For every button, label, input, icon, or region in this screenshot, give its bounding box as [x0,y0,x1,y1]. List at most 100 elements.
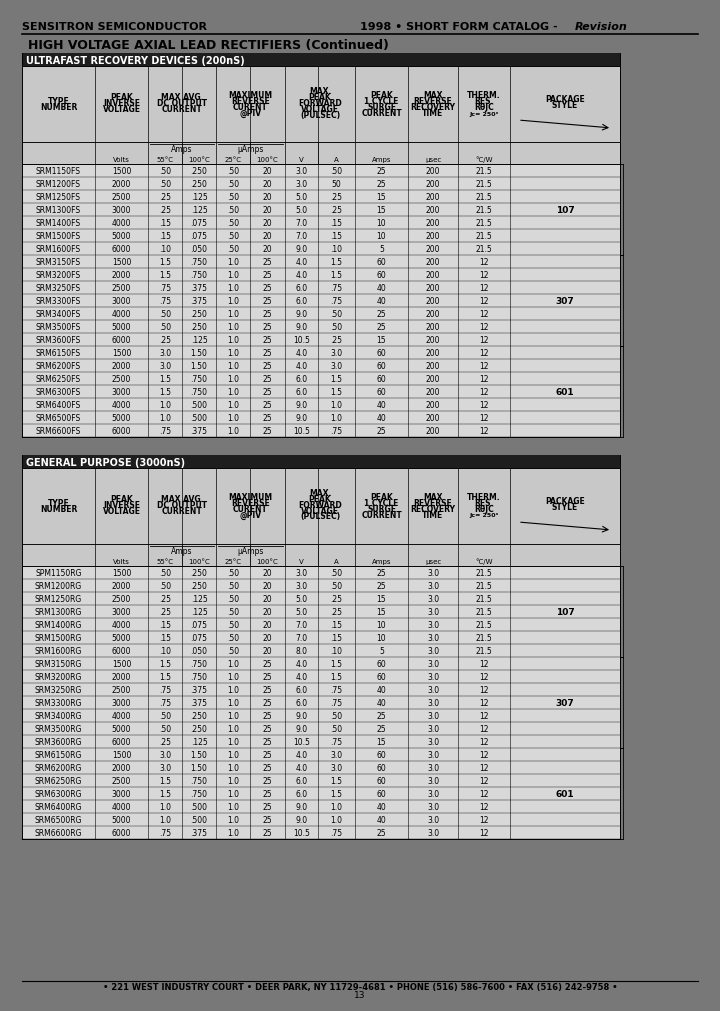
Text: .375: .375 [191,685,207,695]
Text: SRM1250FS: SRM1250FS [36,193,81,202]
Bar [22,545,620,566]
Text: 200: 200 [426,245,440,254]
Text: 200: 200 [426,375,440,383]
Text: 25: 25 [377,323,387,332]
Text: A: A [334,558,339,564]
Text: 6.0: 6.0 [295,284,307,293]
Bar [22,683,620,697]
Text: 50: 50 [332,180,341,189]
Text: .500: .500 [191,815,207,824]
Text: PEAK: PEAK [370,90,393,99]
Text: .500: .500 [191,802,207,811]
Text: SRM3150FS: SRM3150FS [36,258,81,267]
Text: SENSITRON SEMICONDUCTOR: SENSITRON SEMICONDUCTOR [22,22,207,32]
Bar [22,425,620,438]
Text: 200: 200 [426,232,440,241]
Text: SRM6500RG: SRM6500RG [35,815,82,824]
Text: .15: .15 [330,218,343,227]
Text: Revision: Revision [575,22,628,32]
Text: INVERSE: INVERSE [103,98,140,107]
Text: 3.0: 3.0 [295,568,307,577]
Bar [22,165,620,178]
Text: 25: 25 [263,763,272,772]
Bar [22,360,620,373]
Text: 15: 15 [377,737,387,746]
Text: .75: .75 [159,427,171,436]
Bar [22,256,620,269]
Text: .750: .750 [191,659,207,668]
Text: 3.0: 3.0 [427,750,439,759]
Text: .75: .75 [330,284,343,293]
Text: (PULSEC): (PULSEC) [300,110,340,119]
Text: 12: 12 [480,776,489,786]
Text: .500: .500 [191,413,207,423]
Text: 1.0: 1.0 [330,413,343,423]
Text: .375: .375 [191,296,207,305]
Text: .50: .50 [330,323,343,332]
Text: .50: .50 [227,218,239,227]
Text: 1.50: 1.50 [191,349,207,358]
Text: 21.5: 21.5 [476,218,492,227]
Text: .250: .250 [191,724,207,733]
Text: 3.0: 3.0 [427,672,439,681]
Text: 60: 60 [377,763,387,772]
Text: 1.0: 1.0 [227,362,239,371]
Text: 10.5: 10.5 [293,828,310,837]
Text: 60: 60 [377,790,387,799]
Text: .50: .50 [330,309,343,318]
Text: 3.0: 3.0 [427,581,439,590]
Text: 2000: 2000 [112,180,131,189]
Text: HIGH VOLTAGE AXIAL LEAD RECTIFIERS (Continued): HIGH VOLTAGE AXIAL LEAD RECTIFIERS (Cont… [28,38,389,52]
Bar [22,710,620,722]
Text: 12: 12 [480,258,489,267]
Bar [22,216,620,229]
Text: 3.0: 3.0 [330,362,343,371]
Text: 12: 12 [480,387,489,396]
Text: SRM1300RG: SRM1300RG [35,608,82,617]
Text: 100°C: 100°C [256,157,279,163]
Text: 25: 25 [263,750,272,759]
Text: 1 CYCLE: 1 CYCLE [364,498,399,507]
Text: 4000: 4000 [112,218,131,227]
Text: .15: .15 [159,621,171,630]
Text: 6.0: 6.0 [295,699,307,708]
Text: 40: 40 [377,815,387,824]
Text: .15: .15 [330,232,343,241]
Text: 1.50: 1.50 [191,763,207,772]
Text: 4.0: 4.0 [295,750,307,759]
Text: 20: 20 [263,594,272,604]
Text: 1.0: 1.0 [227,387,239,396]
Text: μAmps: μAmps [238,145,264,154]
Text: 12: 12 [480,724,489,733]
Text: .375: .375 [191,699,207,708]
Text: .50: .50 [159,712,171,720]
Text: .125: .125 [191,594,207,604]
Text: CURRENT: CURRENT [361,510,402,519]
Text: 200: 200 [426,271,440,280]
Text: 3000: 3000 [112,296,131,305]
Text: 1.0: 1.0 [227,672,239,681]
Text: Amps: Amps [372,157,391,163]
Text: CURRENT: CURRENT [161,506,202,515]
Text: .50: .50 [330,712,343,720]
Text: MAX.: MAX. [309,488,331,497]
Text: NUMBER: NUMBER [40,102,77,111]
Text: 25: 25 [263,336,272,345]
Text: 1.0: 1.0 [227,296,239,305]
Text: • 221 WEST INDUSTRY COURT • DEER PARK, NY 11729-4681 • PHONE (516) 586-7600 • FA: • 221 WEST INDUSTRY COURT • DEER PARK, N… [103,983,617,992]
Text: 4000: 4000 [112,621,131,630]
Text: .75: .75 [159,828,171,837]
Text: °C/W: °C/W [475,157,492,163]
Text: ULTRAFAST RECOVERY DEVICES (200nS): ULTRAFAST RECOVERY DEVICES (200nS) [26,56,245,66]
Text: MAX AVG.: MAX AVG. [161,92,203,101]
Text: 1.5: 1.5 [159,659,171,668]
Text: 200: 200 [426,387,440,396]
Text: .25: .25 [330,594,343,604]
Text: 12: 12 [480,271,489,280]
Text: 3000: 3000 [112,790,131,799]
Text: MAX AVG.: MAX AVG. [161,494,203,503]
Text: VOLTAGE: VOLTAGE [301,104,339,113]
Bar [22,269,620,282]
Text: 3.0: 3.0 [427,633,439,642]
Bar [22,813,620,826]
